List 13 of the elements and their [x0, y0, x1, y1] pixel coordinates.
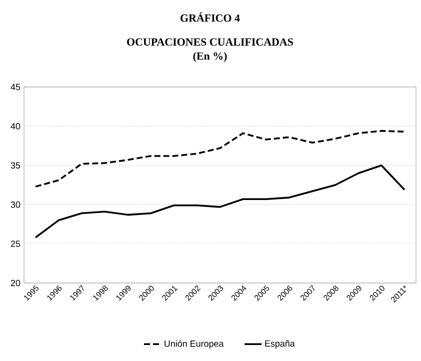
line-series	[34, 164, 406, 238]
chart-subtitle: OCUPACIONES CUALIFICADAS	[127, 38, 293, 46]
y-tick-label: 35	[10, 162, 20, 169]
legend-label: Unión Europea	[164, 340, 224, 349]
y-tick-label: 45	[10, 84, 20, 90]
y-tick-label: 20	[10, 280, 20, 286]
line-series	[34, 130, 406, 188]
y-tick-label: 40	[10, 123, 20, 130]
y-tick-label: 25	[10, 240, 20, 247]
y-tick-label: 30	[10, 201, 20, 208]
chart-title: GRÁFICO 4	[180, 12, 240, 22]
text: (En %)	[193, 52, 227, 62]
legend-label: España	[265, 340, 295, 348]
